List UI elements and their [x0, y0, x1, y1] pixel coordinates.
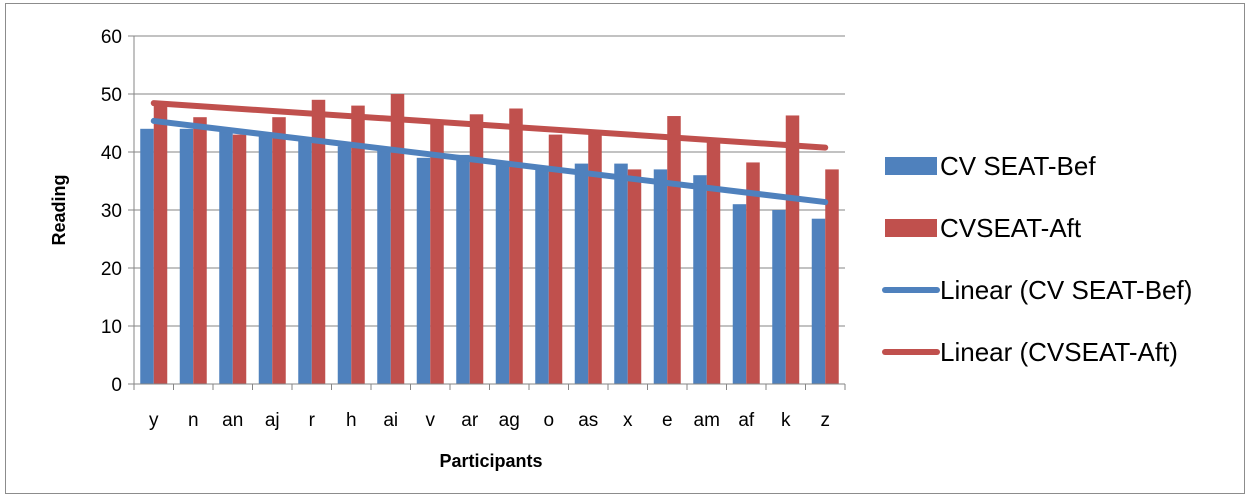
bar-cvseat-aft-o [548, 134, 563, 384]
y-tick-label: 20 [101, 259, 122, 280]
x-tick-label-z: z [821, 410, 831, 431]
x-tick-label-h: h [346, 410, 357, 431]
trendline-aft [150, 100, 829, 151]
bar-cv-seat-bef-ai [377, 149, 391, 384]
bar-cvseat-aft-n [193, 117, 207, 384]
bar-cvseat-aft-v [430, 123, 444, 384]
bar-cvseat-aft-aj [272, 117, 286, 384]
bar-cv-seat-bef-k [772, 210, 786, 384]
bar-cv-seat-bef-r [298, 140, 312, 384]
bar-cvseat-aft-r [311, 99, 326, 385]
y-tick-label: 50 [101, 85, 122, 106]
bar-cv-seat-bef-an [219, 131, 233, 384]
legend-swatch-1 [885, 219, 937, 237]
bar-cvseat-aft-ag [509, 108, 523, 384]
bar-cvseat-aft-am [706, 140, 721, 384]
bar-cvseat-aft-z [825, 169, 839, 384]
x-tick-label-am: am [694, 410, 720, 431]
bar-cvseat-aft-an [232, 134, 247, 384]
x-tick-label-aj: aj [265, 410, 280, 431]
bar-cv-seat-bef-am [693, 175, 707, 384]
bar-cvseat-aft-h [351, 105, 365, 384]
x-tick-label-r: r [309, 410, 316, 431]
x-tick-label-k: k [781, 410, 791, 431]
x-tick-label-af: af [738, 410, 755, 431]
bar-cv-seat-bef-x [614, 163, 628, 384]
bar-cv-seat-bef-aj [258, 134, 273, 384]
legend-label-3: Linear (CVSEAT-Aft) [940, 337, 1178, 367]
bar-cvseat-aft-ar [469, 114, 484, 385]
legend-label-1: CVSEAT-Aft [940, 213, 1082, 243]
bar-cv-seat-bef-ar [456, 154, 470, 384]
bar-cv-seat-bef-o [535, 166, 549, 384]
trendline-bef [150, 117, 829, 206]
y-tick-label: 30 [101, 201, 122, 222]
axes: 0 10 20 30 40 50 60 y n an aj r h ai v ar ag o as x e am af k z [101, 27, 846, 431]
bar-cv-seat-bef-z [811, 218, 826, 384]
bar-cv-seat-bef-ag [495, 163, 510, 384]
y-tick-label: 0 [111, 375, 122, 396]
bar-cvseat-aft-y [153, 102, 168, 384]
bar-cvseat-aft-k [785, 115, 800, 385]
bar-cv-seat-bef-e [653, 169, 668, 384]
legend-label-0: CV SEAT-Bef [940, 151, 1096, 181]
bar-cvseat-aft-as [588, 131, 602, 384]
bar-cvseat-aft-e [667, 116, 681, 384]
x-tick-label-ai: ai [383, 410, 398, 431]
y-tick-label: 60 [101, 27, 122, 48]
trendlines [150, 100, 829, 206]
x-tick-label-ar: ar [461, 410, 479, 431]
y-axis-title: Reading [49, 174, 69, 245]
x-tick-label-x: x [623, 410, 633, 431]
legend: CV SEAT-Bef CVSEAT-Aft Linear (CV SEAT-Bef… [882, 151, 1192, 367]
bar-cv-seat-bef-h [337, 146, 352, 384]
bar-cv-seat-bef-as [574, 163, 589, 384]
legend-label-2: Linear (CV SEAT-Bef) [940, 275, 1192, 305]
bar-cvseat-aft-ai [390, 94, 405, 384]
bar-cv-seat-bef-af [732, 204, 747, 384]
x-tick-label-an: an [222, 410, 243, 431]
bar-cvseat-aft-af [746, 162, 760, 384]
x-tick-label-o: o [543, 410, 554, 431]
x-tick-label-e: e [662, 410, 673, 431]
bar-cv-seat-bef-n [179, 128, 194, 384]
bar-cv-seat-bef-v [416, 157, 431, 384]
bar-cv-seat-bef-y [140, 128, 154, 384]
x-tick-label-y: y [149, 410, 159, 431]
legend-swatch-0 [885, 157, 937, 175]
x-tick-label-ag: ag [499, 410, 520, 431]
x-tick-label-n: n [188, 410, 199, 431]
bars [140, 94, 839, 385]
y-tick-label: 40 [101, 143, 122, 164]
y-tick-label: 10 [101, 317, 122, 338]
bar-cvseat-aft-x [627, 169, 642, 384]
x-tick-label-as: as [578, 410, 598, 431]
x-axis-title: Participants [439, 451, 542, 471]
x-tick-label-v: v [426, 410, 436, 431]
